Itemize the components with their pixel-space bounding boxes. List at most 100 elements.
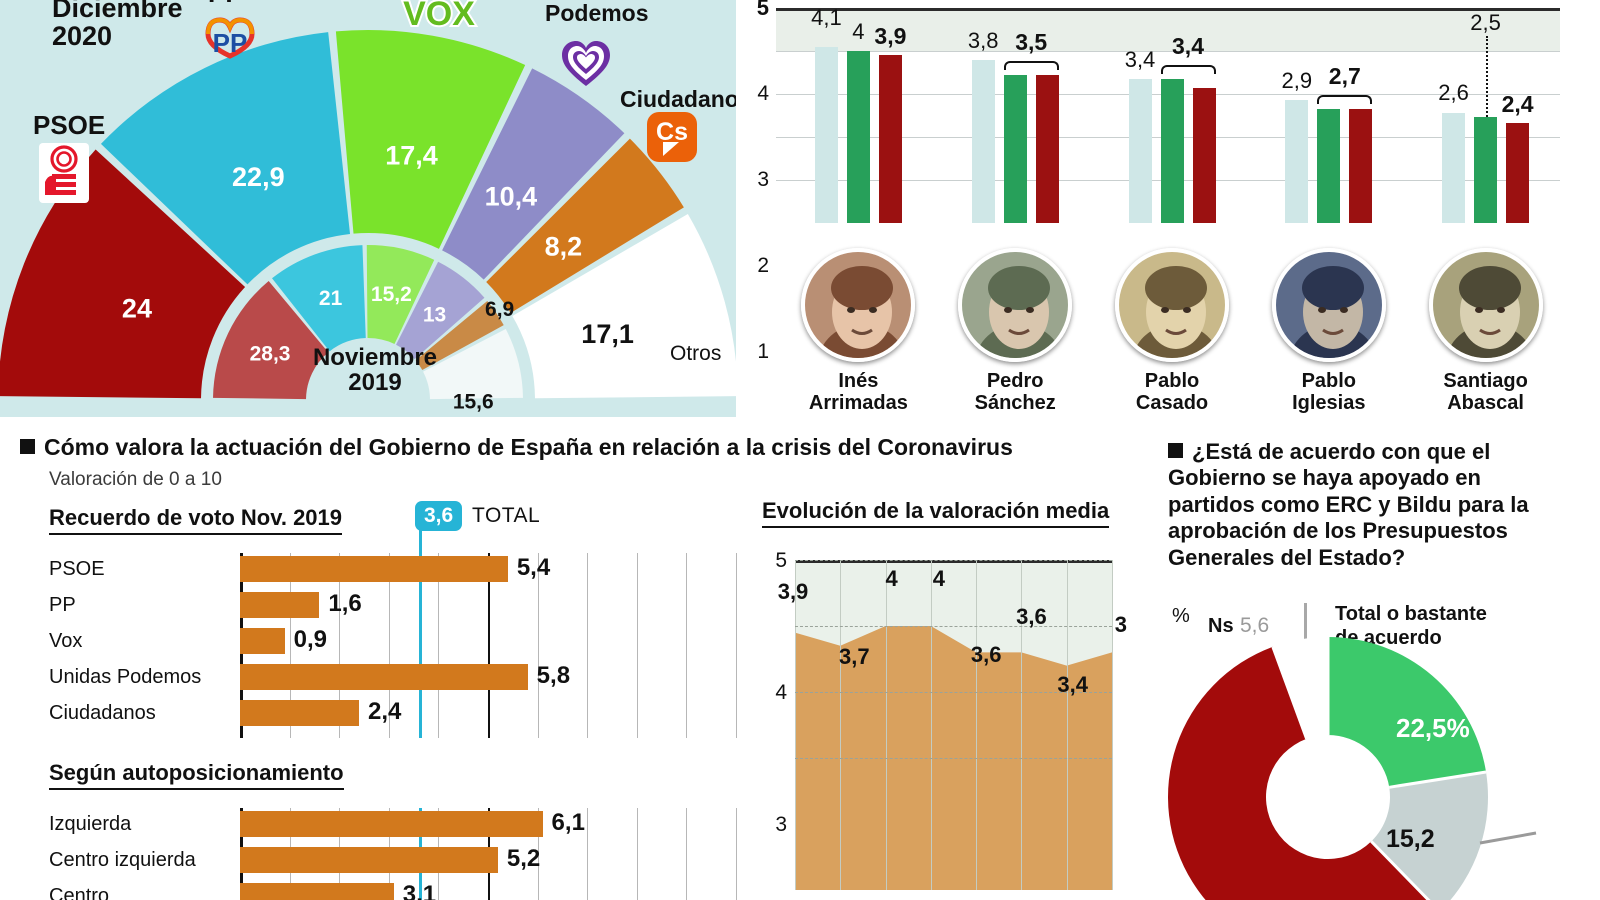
valoracion-total-line [418, 553, 422, 738]
valoracion-title: Cómo valora la actuación del Gobierno de… [20, 434, 1013, 461]
donut-question: ¿Está de acuerdo con que el Gobierno se … [1168, 439, 1568, 571]
leader-bar [1506, 122, 1530, 223]
evolucion-point-label: 3,4 [1057, 671, 1088, 697]
total-badge: 3,6 [415, 501, 463, 531]
party-label-ciudadanos: Ciudadanos [620, 86, 752, 112]
bullet-square-icon [20, 439, 35, 454]
evolucion-point-label: 3,6 [970, 642, 1002, 668]
leader-bar [814, 46, 838, 223]
evolucion-gridline-h: 3 [775, 692, 1112, 836]
leader-name: Pablo Casado [1136, 370, 1208, 414]
semicircle-outer-slice [512, 213, 736, 399]
leader-avatar [1428, 248, 1543, 362]
valoracion-gridline [339, 553, 341, 738]
inner-date-line2: 2019 [348, 369, 402, 397]
semicircle-outer-slice [0, 149, 246, 399]
valoracion-bar-value: 5,4 [516, 554, 551, 581]
percent-symbol: % [1172, 605, 1190, 627]
leader-bracket [1003, 60, 1059, 70]
donut-slice-divider [1271, 646, 1309, 740]
semicircle-inner-slice [423, 328, 523, 400]
semicircle-outer-date: Diciembre 2020 [52, 0, 183, 51]
leader-bracket-label: 3,4 [1172, 32, 1204, 59]
semicircle-outer-value: 10,4 [485, 182, 538, 212]
evolucion-area-svg [795, 626, 1112, 890]
valoracion-bar-value: 6,1 [551, 809, 585, 836]
evolucion-gridline-v [1112, 560, 1113, 890]
leaders-y-tick: 5 [756, 0, 769, 20]
leader-name: Inés Arrimadas [809, 370, 908, 414]
valoracion-row-label: PSOE [49, 558, 105, 580]
semicircle-inner-slice [366, 245, 435, 344]
valoracion-gridline [686, 553, 688, 738]
leader-name-line1: Santiago [1443, 370, 1528, 392]
leader-bar [1285, 99, 1309, 223]
semicircle-inner-slice [213, 281, 329, 400]
valoracion-bar-value: 5,8 [536, 662, 571, 689]
valoracion-row-label: Centro [49, 885, 110, 900]
evolucion-y-tick: 4 [775, 681, 787, 704]
evolucion-gridline-v [840, 560, 842, 890]
valoracion-row-label: Unidas Podemos [49, 666, 202, 688]
leader-avatar [958, 248, 1073, 362]
evolucion-gridline-v [1066, 560, 1068, 890]
evolucion-gridline-h: 4 [775, 626, 1112, 704]
evolucion-gridline-h: 2 [795, 758, 1112, 759]
leaders-plot-area: 5 4 3 2 1 4,1 4 3,9 3,8 3,5 3,4 3,4 2,9 2,7 2,6 2,5 2,4 [757, 0, 1560, 363]
leader-name-line2: Casado [1135, 392, 1209, 414]
semicircle-outer-slice [335, 29, 526, 249]
semicircle-outer-value: 22,9 [232, 162, 285, 192]
psoe-logo-icon [39, 143, 89, 203]
valoracion-total-line-stub [418, 526, 422, 554]
evolucion-point-label: 3,7 [838, 643, 870, 669]
leader-bracket [1317, 95, 1373, 105]
leader-bar [1003, 74, 1027, 223]
ns-label: Ns [1208, 615, 1234, 637]
leader-avatar [1115, 248, 1229, 362]
svg-text:VOX: VOX [403, 0, 475, 33]
avatar-portrait-icon [1432, 252, 1539, 358]
valoracion-gridline [388, 553, 390, 738]
semicircle-inner-value: 21 [319, 287, 343, 310]
leader-avatar [801, 248, 916, 362]
donut-slice [1371, 771, 1488, 900]
leader-bar-label: 2,4 [1501, 90, 1534, 117]
party-label-vox: VOX [405, 0, 460, 5]
donut-slice [1328, 637, 1487, 788]
unidas-podemos-logo-icon [562, 41, 610, 86]
donut-question-text: ¿Está de acuerdo con que el Gobierno se … [1168, 439, 1529, 570]
leader-bar-label: 4,1 [811, 4, 842, 30]
valoracion-bar [240, 664, 528, 690]
up-line2: Podemos [545, 0, 649, 26]
donut-slice-divider [1389, 770, 1487, 789]
leader-bar [1160, 78, 1184, 223]
pp-logo-icon: PP [205, 17, 255, 59]
valoracion-row-label: Ciudadanos [49, 702, 156, 724]
semicircle-inner-slice [272, 245, 366, 352]
valoracion-gridline [736, 553, 737, 738]
leader-name-line1: Pablo [1144, 370, 1200, 392]
evolucion-y-tick: 5 [775, 549, 787, 572]
semicircle-inner-value: 28,3 [250, 342, 291, 365]
evolucion-title: Evolución de la valoración media [762, 498, 1110, 528]
avatar-portrait-icon [805, 252, 912, 358]
label-otros: Otros [670, 342, 721, 365]
total-label: TOTAL [472, 504, 541, 527]
evolucion-point-label: 4 [932, 566, 945, 591]
leader-bar-label: 4 [852, 19, 865, 44]
semicircle-inner-slice [415, 300, 504, 371]
semicircle-outer-slice [442, 68, 625, 280]
vox-logo-icon: VOX [401, 0, 477, 34]
leaders-panel: 5 4 3 2 1 4,1 4 3,9 3,8 3,5 3,4 3,4 2,9 2,7 2,6 2,5 2,4 … [736, 0, 1600, 425]
valoracion-gridline [736, 808, 737, 900]
leader-bar [878, 55, 902, 223]
evolucion-gridline-v [885, 560, 887, 890]
evolucion-gridline-v [930, 560, 932, 890]
section-head-recuerdo: Recuerdo de voto Nov. 2019 [49, 505, 343, 535]
section-head-autoposicionamiento: Según autoposicionamiento [49, 760, 344, 790]
semicircle-outer-slice [486, 138, 684, 314]
leader-bar [1192, 87, 1216, 223]
leader-bar-label: 2,6 [1438, 80, 1469, 106]
valoracion-bar-value: 1,6 [328, 590, 362, 617]
evolucion-top-rule [795, 560, 1112, 563]
